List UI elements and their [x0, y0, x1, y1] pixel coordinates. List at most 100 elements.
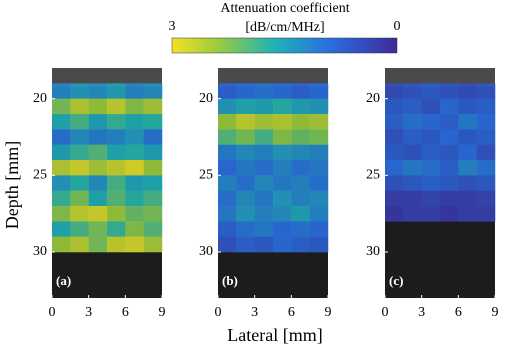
heatmap-cell: [385, 175, 404, 191]
heatmap-cell: [476, 190, 496, 207]
panel-label: (c): [389, 273, 403, 288]
heatmap-cell: [143, 206, 163, 222]
heatmap-cell: [385, 190, 404, 207]
heatmap-cell: [440, 175, 459, 191]
heatmap-cell: [440, 83, 459, 99]
heatmap-cell: [291, 114, 310, 130]
heatmap-cell: [218, 206, 237, 222]
heatmap-cell: [273, 114, 292, 130]
y-tick-label: 25: [199, 168, 213, 183]
heatmap-cell: [254, 129, 274, 145]
speckle-band: [52, 68, 162, 87]
x-tick-label: 0: [215, 305, 222, 320]
heatmap-cell: [236, 190, 255, 207]
heatmap-cell: [107, 175, 126, 191]
y-tick-label: 30: [199, 244, 213, 259]
x-axis-label: Lateral [mm]: [227, 325, 322, 345]
heatmap-cell: [70, 129, 89, 145]
heatmap-cell: [52, 221, 71, 237]
heatmap-cell: [458, 144, 477, 161]
speckle-band: [218, 68, 328, 87]
heatmap-cell: [440, 98, 459, 115]
heatmap-cell: [254, 98, 274, 115]
heatmap-cell: [88, 98, 108, 115]
heatmap-cell: [440, 129, 459, 145]
heatmap-cell: [309, 160, 329, 176]
heatmap-cell: [309, 206, 329, 222]
heatmap-cell: [236, 129, 255, 145]
heatmap-cell: [403, 206, 422, 222]
heatmap-cell: [88, 221, 108, 237]
heatmap-cell: [52, 144, 71, 161]
heatmap-cell: [458, 160, 477, 176]
heatmap-cell: [107, 190, 126, 207]
heatmap-cell: [218, 144, 237, 161]
colorbar-unit: [dB/cm/MHz]: [245, 20, 324, 35]
heatmap-cell: [88, 190, 108, 207]
y-tick-label: 20: [199, 91, 213, 106]
heatmap-cell: [52, 236, 71, 253]
heatmap-cell: [52, 98, 71, 115]
heatmap-cell: [125, 83, 144, 99]
heatmap-cell: [273, 144, 292, 161]
heatmap-cell: [273, 160, 292, 176]
heatmap-cell: [218, 98, 237, 115]
heatmap-cell: [291, 175, 310, 191]
heatmap-cell: [476, 98, 496, 115]
heatmap-cell: [143, 83, 163, 99]
heatmap-cell: [88, 236, 108, 253]
heatmap-cell: [309, 114, 329, 130]
heatmap-cell: [458, 206, 477, 222]
y-axis-label: Depth [mm]: [2, 141, 22, 229]
heatmap-cell: [309, 83, 329, 99]
heatmap-cell: [440, 190, 459, 207]
heatmap-cell: [273, 236, 292, 253]
heatmap-cell: [440, 144, 459, 161]
heatmap-cell: [254, 160, 274, 176]
heatmap-cell: [254, 221, 274, 237]
heatmap-cell: [218, 221, 237, 237]
heatmap-cell: [254, 236, 274, 253]
heatmap-cell: [403, 190, 422, 207]
heatmap-cell: [70, 221, 89, 237]
heatmap-cell: [458, 98, 477, 115]
heatmap-cell: [107, 144, 126, 161]
heatmap-cell: [143, 144, 163, 161]
heatmap-cell: [385, 114, 404, 130]
heatmap-cell: [70, 236, 89, 253]
heatmap-cell: [70, 175, 89, 191]
y-tick-label: 20: [366, 91, 380, 106]
heatmap-cell: [291, 236, 310, 253]
colorbar: [171, 37, 398, 54]
x-tick-label: 6: [455, 305, 462, 320]
y-tick-label: 30: [33, 244, 47, 259]
heatmap-cell: [254, 83, 274, 99]
heatmap-cell: [88, 144, 108, 161]
x-tick-label: 9: [492, 305, 499, 320]
heatmap-cell: [236, 175, 255, 191]
heatmap-cell: [107, 98, 126, 115]
heatmap-cell: [254, 114, 274, 130]
heatmap-cell: [70, 83, 89, 99]
heatmap-cell: [440, 206, 459, 222]
heatmap-cell: [291, 160, 310, 176]
heatmap-cell: [236, 114, 255, 130]
x-tick-label: 3: [418, 305, 425, 320]
heatmap-cell: [273, 175, 292, 191]
x-tick-label: 3: [251, 305, 258, 320]
heatmap-cell: [291, 83, 310, 99]
heatmap-cell: [309, 190, 329, 207]
heatmap-cell: [143, 114, 163, 130]
heatmap-cell: [125, 190, 144, 207]
heatmap-cell: [52, 129, 71, 145]
heatmap-cell: [403, 160, 422, 176]
heatmap-cell: [421, 83, 441, 99]
heatmap-cell: [273, 221, 292, 237]
heatmap-cell: [254, 206, 274, 222]
heatmap-cell: [236, 144, 255, 161]
heatmap-cell: [458, 129, 477, 145]
heatmap-cell: [421, 175, 441, 191]
heatmap-cell: [236, 160, 255, 176]
heatmap-cell: [236, 221, 255, 237]
